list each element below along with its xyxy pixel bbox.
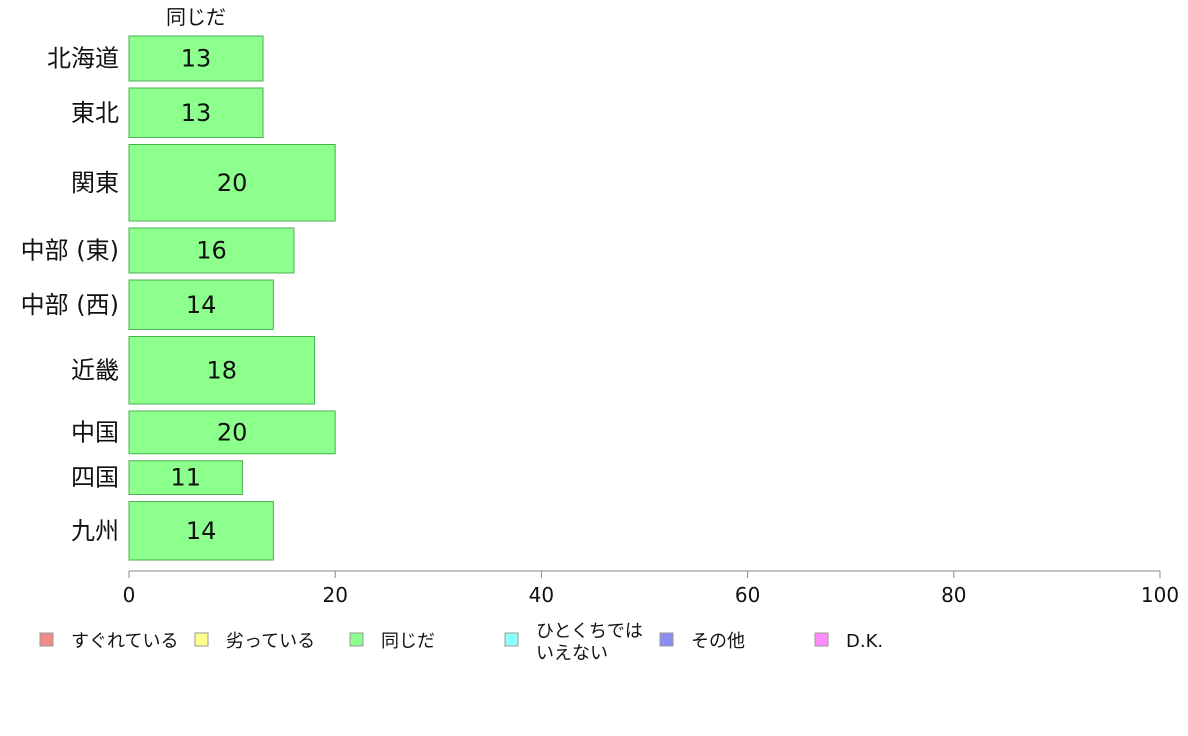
x-tick-label: 80 bbox=[941, 583, 966, 607]
data-label: 11 bbox=[170, 464, 201, 492]
category-label: 中国 bbox=[71, 418, 119, 446]
data-label: 16 bbox=[196, 237, 227, 265]
legend-label: D.K. bbox=[846, 631, 883, 652]
bar bbox=[128, 460, 243, 495]
x-tick-label: 100 bbox=[1141, 583, 1179, 607]
category-label: 九州 bbox=[71, 517, 119, 545]
bar bbox=[128, 336, 316, 405]
category-label: 北海道 bbox=[47, 45, 119, 73]
category-label: 東北 bbox=[71, 99, 119, 127]
x-tick-label: 60 bbox=[735, 583, 760, 607]
category-label: 四国 bbox=[71, 464, 119, 492]
category-label: 中部 (西) bbox=[21, 291, 119, 319]
bar bbox=[128, 87, 264, 138]
data-label: 20 bbox=[217, 169, 248, 197]
category-label: 関東 bbox=[71, 169, 119, 197]
legend-swatch bbox=[504, 632, 519, 647]
x-tick-label: 0 bbox=[123, 583, 136, 607]
legend-swatch bbox=[349, 632, 364, 647]
legend-label: すぐれている bbox=[71, 631, 178, 652]
category-label: 近畿 bbox=[71, 356, 119, 384]
legend-label: 同じだ bbox=[381, 631, 435, 652]
bar bbox=[128, 144, 336, 222]
legend-swatch bbox=[814, 632, 829, 647]
bar bbox=[128, 35, 264, 82]
data-label: 14 bbox=[186, 517, 217, 545]
data-label: 13 bbox=[181, 45, 212, 73]
legend-label: ひとくちでは bbox=[536, 621, 643, 642]
data-label: 14 bbox=[186, 291, 217, 319]
bar bbox=[128, 227, 295, 274]
series-header: 同じだ bbox=[166, 5, 226, 29]
legend-label: いえない bbox=[536, 643, 608, 664]
bar bbox=[128, 410, 336, 455]
data-label: 13 bbox=[181, 99, 212, 127]
bar bbox=[128, 279, 274, 330]
data-label: 20 bbox=[217, 418, 248, 446]
data-label: 18 bbox=[207, 356, 238, 384]
x-tick-label: 20 bbox=[322, 583, 347, 607]
x-tick-label: 40 bbox=[529, 583, 554, 607]
legend-label: 劣っている bbox=[226, 631, 315, 652]
category-label: 中部 (東) bbox=[21, 237, 119, 265]
bar bbox=[128, 501, 274, 561]
legend-swatch bbox=[39, 632, 54, 647]
legend-swatch bbox=[659, 632, 674, 647]
legend-label: その他 bbox=[691, 631, 745, 652]
legend-swatch bbox=[194, 632, 209, 647]
